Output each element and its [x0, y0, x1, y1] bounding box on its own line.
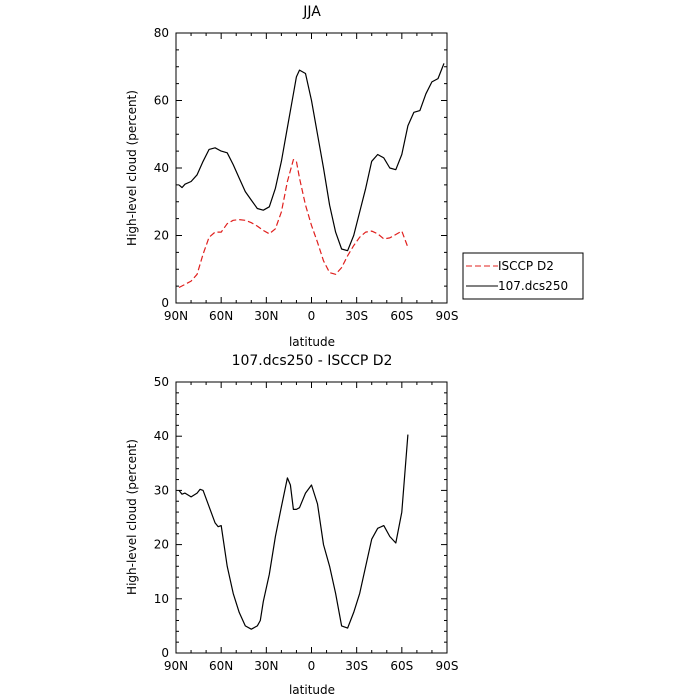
- y-tick-label: 0: [161, 646, 169, 660]
- y-tick-label: 40: [154, 161, 169, 175]
- x-tick-label: 30S: [345, 659, 368, 673]
- legend-label-model: 107.dcs250: [498, 279, 568, 293]
- chart-title: JJA: [302, 4, 321, 20]
- x-tick-label: 30N: [254, 659, 278, 673]
- series-layer: [178, 434, 409, 630]
- x-axis-ticks: 90N 60N 30N 0 30S 60S 90S: [164, 33, 459, 323]
- legend: ISCCP D2 107.dcs250: [462, 252, 584, 300]
- x-tick-label: 90S: [436, 309, 459, 323]
- y-axis-label: High-level cloud (percent): [125, 90, 139, 246]
- x-tick-label: 0: [308, 659, 316, 673]
- x-tick-label: 30N: [254, 309, 278, 323]
- series-line-0: [178, 159, 409, 289]
- x-axis-label: latitude: [289, 335, 335, 349]
- series-layer: [178, 63, 445, 289]
- plot-frame: [175, 381, 448, 654]
- panel-bottom-chart: 107.dcs250 - ISCCP D2 90N 60N 30N 0 30S 60S 90…: [125, 353, 458, 697]
- plot-frame: [175, 32, 448, 304]
- y-axis-label: High-level cloud (percent): [125, 439, 139, 595]
- y-tick-label: 20: [154, 229, 169, 243]
- x-tick-label: 30S: [345, 309, 368, 323]
- x-tick-label: 90N: [164, 309, 188, 323]
- y-tick-label: 50: [154, 375, 169, 389]
- x-tick-label: 60S: [390, 309, 413, 323]
- y-tick-label: 0: [161, 296, 169, 310]
- chart-title: 107.dcs250 - ISCCP D2: [232, 353, 393, 369]
- x-tick-label: 60N: [209, 659, 233, 673]
- y-tick-label: 60: [154, 94, 169, 108]
- legend-box: [462, 252, 584, 300]
- y-tick-label: 10: [154, 592, 169, 606]
- y-tick-label: 20: [154, 538, 169, 552]
- y-tick-label: 80: [154, 26, 169, 40]
- legend-label-isccp: ISCCP D2: [498, 259, 554, 273]
- x-axis-ticks: 90N 60N 30N 0 30S 60S 90S: [164, 382, 459, 673]
- x-tick-label: 60N: [209, 309, 233, 323]
- x-tick-label: 0: [308, 309, 316, 323]
- panel-top-chart: JJA 90N 60N 30N 0 30S 60S 90S 0 20 40 60 80 latitu…: [125, 4, 458, 349]
- x-tick-label: 90N: [164, 659, 188, 673]
- series-line-1: [178, 63, 445, 252]
- y-axis-ticks: 0 20 40 60 80: [154, 26, 447, 310]
- series-line-0: [178, 434, 409, 630]
- x-axis-label: latitude: [289, 683, 335, 697]
- y-tick-label: 30: [154, 483, 169, 497]
- x-tick-label: 60S: [390, 659, 413, 673]
- x-tick-label: 90S: [436, 659, 459, 673]
- y-tick-label: 40: [154, 429, 169, 443]
- y-axis-ticks: 0 10 20 30 40 50: [154, 375, 447, 660]
